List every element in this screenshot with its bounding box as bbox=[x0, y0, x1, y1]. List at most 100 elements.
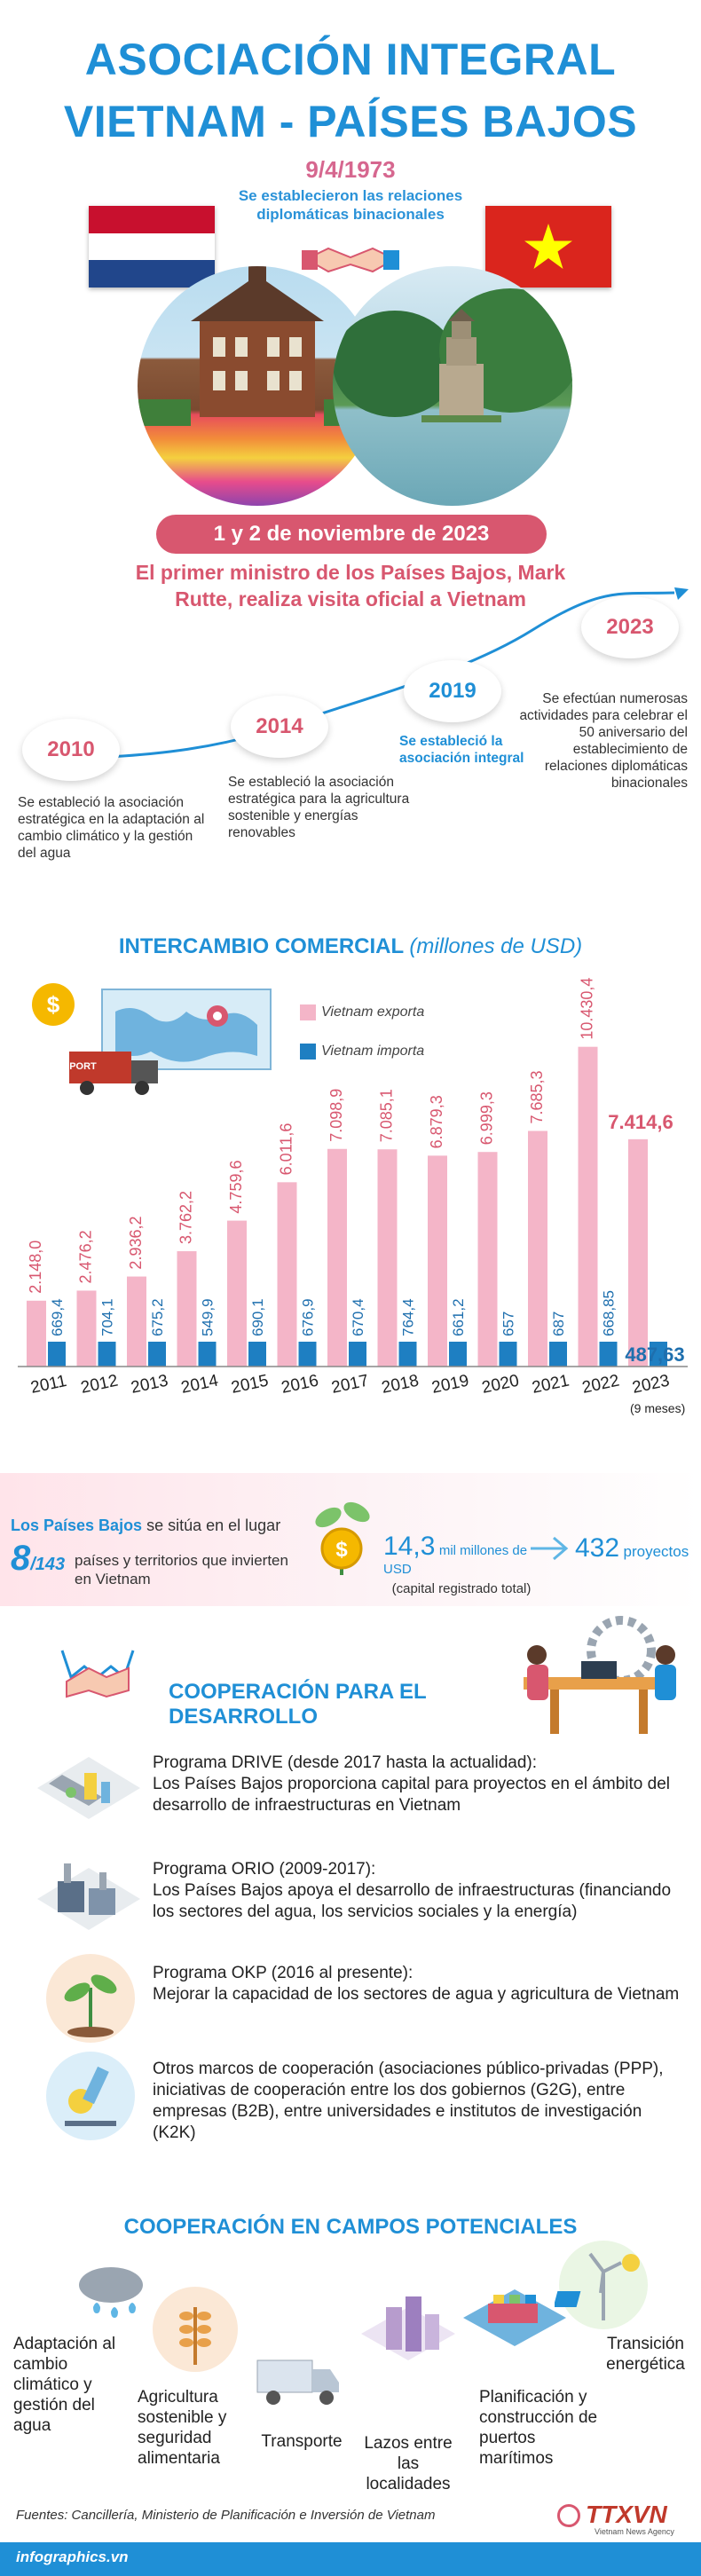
export-label-2011: 2.148,0 bbox=[27, 1241, 44, 1294]
program-other-desc: Otros marcos de cooperación (asociacione… bbox=[153, 2060, 664, 2142]
timeline-curve bbox=[35, 587, 689, 760]
export-bar-2013 bbox=[127, 1276, 146, 1367]
seaport-icon bbox=[461, 2272, 568, 2369]
investment-rank-number: 8 bbox=[11, 1539, 31, 1578]
import-bar-2021 bbox=[549, 1342, 567, 1367]
import-label-2016: 676,9 bbox=[300, 1298, 317, 1336]
factory-icon bbox=[35, 1855, 142, 1948]
site-link[interactable]: infographics.vn bbox=[16, 2548, 129, 2565]
import-label-2012: 704,1 bbox=[99, 1298, 116, 1336]
svg-text:$: $ bbox=[47, 991, 60, 1018]
program-other: Otros marcos de cooperación (asociacione… bbox=[153, 2059, 685, 2144]
import-label-2017: 670,4 bbox=[350, 1298, 366, 1336]
localities-icon bbox=[359, 2289, 457, 2387]
category-label-2018: 2018 bbox=[380, 1372, 421, 1398]
svg-text:$: $ bbox=[335, 1538, 348, 1562]
export-label-2021: 7.685,3 bbox=[528, 1070, 546, 1123]
projects-unit: proyectos bbox=[623, 1543, 689, 1560]
program-drive-desc: Los Países Bajos proporciona capital par… bbox=[153, 1775, 671, 1815]
category-label-2016: 2016 bbox=[280, 1372, 320, 1398]
import-label-2013: 675,2 bbox=[149, 1298, 166, 1336]
export-label-2018: 7.085,1 bbox=[378, 1089, 396, 1142]
coop-dev-title: COOPERACIÓN PARA EL DESARROLLO bbox=[169, 1680, 427, 1729]
capital-note: (capital registrado total) bbox=[391, 1581, 532, 1596]
infrastructure-icon bbox=[35, 1748, 142, 1841]
potential-title: COOPERACIÓN EN CAMPOS POTENCIALES bbox=[123, 2215, 578, 2239]
export-bar-2014 bbox=[177, 1251, 197, 1367]
import-label-2011: 669,4 bbox=[49, 1298, 66, 1336]
import-bar-2019 bbox=[449, 1342, 467, 1367]
import-label-2014: 549,9 bbox=[200, 1298, 217, 1336]
field-seaport: Planificación y construcción de puertos … bbox=[479, 2388, 598, 2468]
export-bar-2021 bbox=[528, 1130, 547, 1367]
import-bar-2017 bbox=[349, 1342, 366, 1367]
import-bar-2013 bbox=[148, 1342, 166, 1367]
legend-import-swatch bbox=[300, 1044, 316, 1060]
import-bar-2022 bbox=[599, 1342, 618, 1367]
program-drive: Programa DRIVE (desde 2017 hasta la actu… bbox=[153, 1753, 685, 1816]
import-label-2023: 487,63 bbox=[625, 1343, 684, 1366]
export-label-2015: 4.759,6 bbox=[227, 1161, 245, 1214]
visit-headline: El primer ministro de los Países Bajos, … bbox=[135, 561, 566, 611]
program-orio-desc: Los Países Bajos apoya el desarrollo de … bbox=[153, 1881, 672, 1921]
trade-title-text: INTERCAMBIO COMERCIAL bbox=[118, 934, 404, 958]
import-label-2020: 657 bbox=[500, 1312, 517, 1336]
import-bar-2016 bbox=[298, 1342, 317, 1367]
field-localities: Lazos entre las localidades bbox=[364, 2434, 453, 2493]
import-bar-2018 bbox=[398, 1342, 417, 1367]
import-bar-2020 bbox=[499, 1342, 517, 1367]
program-okp: Programa OKP (2016 al presente): Mejorar… bbox=[153, 1963, 685, 2005]
truck-icon bbox=[248, 2334, 346, 2414]
field-climate: Adaptación al cambio climático y gestión… bbox=[13, 2335, 116, 2435]
footer-bar bbox=[0, 2542, 701, 2576]
established-subtitle: Se establecieron las relaciones diplomát… bbox=[238, 187, 463, 223]
capital-value: 14,3 bbox=[383, 1532, 436, 1561]
import-label-2019: 661,2 bbox=[450, 1298, 467, 1336]
visit-date-pill: 1 y 2 de noviembre de 2023 bbox=[156, 515, 547, 554]
category-label-2014: 2014 bbox=[179, 1371, 220, 1397]
milestone-2014-year: 2014 bbox=[231, 696, 328, 758]
legend-import-label: Vietnam importa bbox=[321, 1044, 425, 1059]
category-label-2019: 2019 bbox=[430, 1372, 471, 1398]
milestone-2019-year: 2019 bbox=[404, 660, 501, 722]
projects-block: 432 proyectos bbox=[575, 1533, 699, 1564]
climate-water-icon bbox=[67, 2258, 155, 2338]
plant-icon bbox=[40, 1952, 142, 2045]
capital-block: 14,3 mil millones de USD bbox=[383, 1532, 534, 1578]
investment-rank-line1: Los Países Bajos se sitúa en el lugar bbox=[11, 1516, 312, 1535]
milestone-2010-text: Se estableció la asociación estratégica … bbox=[18, 795, 205, 861]
milestone-2010-year: 2010 bbox=[22, 719, 120, 781]
logo-globe-icon bbox=[557, 2504, 580, 2527]
export-label-2019: 6.879,3 bbox=[428, 1095, 445, 1148]
capital-unit: mil millones de USD bbox=[383, 1543, 528, 1577]
field-transport: Transporte bbox=[261, 2432, 343, 2451]
export-bar-2023 bbox=[628, 1138, 648, 1367]
export-label-2022: 10.430,4 bbox=[579, 978, 596, 1040]
category-label-2013: 2013 bbox=[130, 1372, 170, 1398]
import-sign: IMPORT bbox=[59, 1061, 97, 1072]
title-line-2: VIETNAM - PAÍSES BAJOS bbox=[63, 97, 638, 146]
milestone-2023-year: 2023 bbox=[581, 596, 679, 658]
export-bar-2019 bbox=[428, 1155, 447, 1367]
export-label-2012: 2.476,2 bbox=[77, 1230, 95, 1283]
category-label-2022: 2022 bbox=[580, 1372, 621, 1398]
investment-rank: 8/143 bbox=[11, 1539, 75, 1579]
export-label-2020: 6.999,3 bbox=[478, 1091, 496, 1145]
logo-text: TTXVN bbox=[586, 2501, 667, 2528]
import-bar-2011 bbox=[48, 1342, 66, 1367]
handshake-icon bbox=[302, 232, 399, 286]
handshake-cooperation-icon bbox=[53, 1642, 142, 1713]
import-bar-2015 bbox=[248, 1342, 266, 1367]
program-okp-name: Programa OKP (2016 al presente): bbox=[153, 1964, 414, 1982]
meeting-illustration bbox=[497, 1615, 692, 1748]
import-label-2022: 668,85 bbox=[601, 1290, 618, 1336]
import-bar-2014 bbox=[198, 1342, 217, 1367]
export-label-2013: 2.936,2 bbox=[127, 1217, 145, 1270]
import-label-2018: 764,4 bbox=[400, 1298, 417, 1336]
investment-rank-desc: países y territorios que invierten en Vi… bbox=[75, 1552, 288, 1587]
category-label-2012: 2012 bbox=[79, 1372, 120, 1398]
research-icon bbox=[40, 2050, 142, 2143]
export-bar-2022 bbox=[578, 1046, 598, 1367]
category-label-2017: 2017 bbox=[330, 1372, 371, 1398]
